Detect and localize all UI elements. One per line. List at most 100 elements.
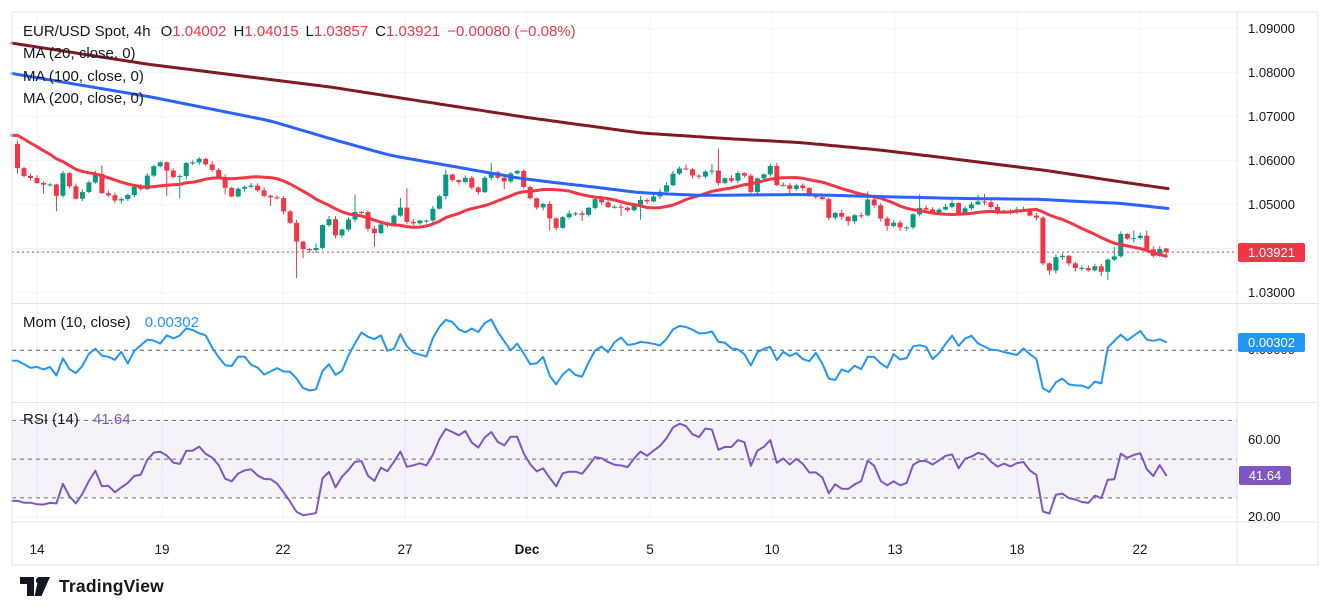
- candle-body: [1066, 255, 1072, 264]
- legend-ma100-row[interactable]: MA (100, close, 0): [23, 65, 576, 88]
- candle-body: [99, 173, 105, 194]
- candle-body: [969, 204, 974, 209]
- candle-body: [774, 165, 780, 186]
- time-tick-label: 22: [275, 542, 291, 557]
- candle-body: [1105, 259, 1111, 272]
- candle-body: [261, 190, 267, 196]
- candle-body: [28, 176, 33, 178]
- candle-body: [105, 193, 111, 196]
- candle-body: [449, 174, 455, 180]
- candle-body: [871, 199, 877, 206]
- legend-ma20-row[interactable]: MA (20, close, 0): [23, 43, 576, 66]
- candle-body: [157, 162, 163, 167]
- candle-body: [41, 183, 46, 185]
- tradingview-logo[interactable]: TradingView: [20, 576, 164, 597]
- candle-body: [696, 175, 702, 177]
- candle-body: [300, 241, 306, 250]
- candle-body: [936, 209, 942, 213]
- candle-body: [1137, 235, 1143, 239]
- candle-body: [702, 171, 708, 177]
- candle-body: [819, 197, 825, 200]
- candle-body: [164, 162, 170, 171]
- candle-body: [858, 215, 864, 217]
- rsi-tick-label: 60.00: [1248, 431, 1281, 447]
- candle-body: [203, 158, 209, 165]
- price-tick-label: 1.09000: [1248, 20, 1295, 36]
- candle-body: [436, 196, 442, 209]
- candle-body: [391, 215, 397, 225]
- ma20-line: [10, 133, 1168, 258]
- candle-body: [268, 195, 274, 198]
- candle-body: [793, 185, 799, 189]
- candle-body: [501, 177, 507, 182]
- legend-symbol-row[interactable]: EUR/USD Spot, 4h O 1.04002 H 1.04015 L 1.03…: [23, 20, 576, 43]
- ohlc-low-label: L: [305, 22, 314, 40]
- candle-body: [891, 222, 897, 226]
- rsi-line: [11, 422, 1168, 517]
- candle-body: [443, 174, 449, 197]
- legend-momentum[interactable]: Mom (10, close) 0.00302: [23, 314, 199, 331]
- candle-body: [605, 202, 611, 208]
- candle-body: [118, 199, 124, 201]
- candle-body: [73, 186, 79, 199]
- candle-body: [248, 185, 254, 187]
- change-value: −0.00080 (−0.08%): [447, 22, 576, 40]
- candle-body: [21, 168, 27, 176]
- candle-body: [15, 143, 20, 169]
- legend-rsi[interactable]: RSI (14) 41.64: [23, 411, 131, 428]
- candle-body: [638, 200, 643, 205]
- candle-body: [53, 184, 59, 196]
- candle-body: [839, 212, 845, 217]
- candle-body: [144, 175, 150, 190]
- candle-body: [475, 187, 481, 193]
- ohlc-close-value: 1.03921: [385, 22, 441, 40]
- candle-body: [618, 206, 624, 208]
- candle-body: [956, 203, 962, 214]
- legend-ma200-row[interactable]: MA (200, close, 0): [23, 88, 576, 111]
- candle-body: [34, 178, 40, 183]
- price-tick-label: 1.07000: [1248, 108, 1295, 124]
- time-tick-label: Dec: [514, 542, 540, 557]
- candle-body: [677, 168, 682, 174]
- rsi-band: [12, 420, 1237, 498]
- candle-body: [800, 185, 806, 189]
- candle-body: [482, 177, 488, 193]
- candle-body: [832, 212, 838, 218]
- candle-body: [728, 178, 734, 181]
- candle-body: [242, 186, 248, 189]
- candle-body: [514, 170, 520, 174]
- candle-body: [79, 192, 85, 199]
- candle-body: [60, 173, 66, 196]
- candle-body: [878, 205, 884, 219]
- candle-body: [741, 173, 747, 176]
- last-price-badge: 1.03921: [1238, 242, 1305, 262]
- candle-body: [1092, 266, 1098, 271]
- candle-body: [534, 198, 540, 208]
- ohlc-open-value: 1.04002: [172, 22, 227, 40]
- candle-body: [975, 201, 981, 205]
- candle-body: [612, 206, 618, 208]
- tradingview-logo-text: TradingView: [59, 576, 164, 596]
- candle-body: [125, 195, 131, 200]
- candle-body: [177, 176, 183, 178]
- candle-body: [845, 216, 851, 222]
- candle-body: [1157, 249, 1163, 256]
- time-tick-label: 5: [646, 542, 654, 557]
- candle-body: [722, 178, 728, 183]
- price-tick-label: 1.08000: [1248, 64, 1295, 80]
- candle-body: [1085, 268, 1091, 271]
- candle-body: [664, 185, 669, 192]
- candle-body: [573, 213, 579, 215]
- ma200-line: [10, 41, 1170, 191]
- candle-body: [417, 220, 423, 224]
- candle-body: [410, 221, 416, 224]
- candle-body: [404, 207, 410, 222]
- ohlc-high-label: H: [233, 22, 245, 40]
- candle-body: [651, 196, 656, 202]
- candle-body: [378, 224, 384, 234]
- price-tick-label: 1.05000: [1248, 196, 1295, 212]
- candle-body: [592, 199, 598, 208]
- candle-body: [131, 186, 137, 195]
- candle-body: [709, 170, 715, 172]
